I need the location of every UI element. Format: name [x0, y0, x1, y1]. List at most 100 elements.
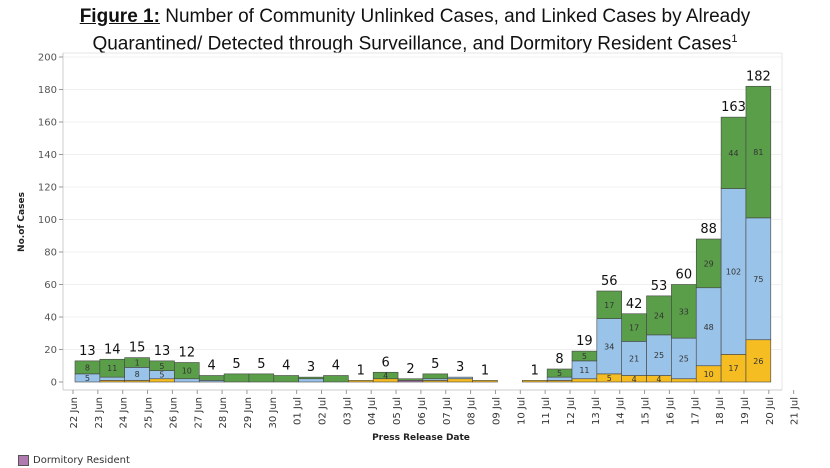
x-tick-label: 23 Jun [94, 397, 105, 429]
segment-label: 5 [85, 374, 90, 383]
y-tick-label: 160 [38, 118, 57, 129]
total-label: 5 [232, 357, 240, 372]
total-label: 3 [307, 360, 315, 375]
y-tick-label: 40 [44, 313, 57, 324]
segment-label: 34 [604, 342, 614, 351]
x-tick-label: 18 Jul [715, 397, 726, 425]
segment-label: 21 [629, 354, 639, 363]
x-tick-label: 06 Jul [417, 397, 428, 425]
segment-label: 17 [629, 324, 639, 333]
total-label: 88 [700, 222, 717, 237]
x-tick-label: 19 Jul [740, 397, 751, 425]
segment-label: 29 [704, 259, 714, 268]
total-label: 3 [456, 360, 464, 375]
total-label: 5 [257, 357, 265, 372]
segment-label: 5 [607, 374, 612, 383]
segment-label: 75 [753, 275, 763, 284]
x-tick-label: 22 Jun [69, 397, 80, 429]
total-label: 13 [79, 344, 96, 359]
segment-label: 5 [557, 369, 562, 378]
title-footnote-marker: 1 [731, 33, 738, 45]
title-line-1: Number of Community Unlinked Cases, and … [165, 6, 751, 27]
total-label: 15 [129, 341, 146, 356]
bar-segment [671, 284, 697, 339]
gridlines [63, 52, 783, 390]
total-label: 1 [481, 363, 489, 378]
bar-segment [621, 313, 647, 342]
legend-label-dormitory-resident: Dormitory Resident [33, 455, 130, 466]
bar-segment [447, 378, 473, 383]
total-label: 4 [208, 359, 216, 374]
x-tick-label: 29 Jun [243, 397, 254, 429]
y-tick-label: 200 [38, 53, 57, 64]
x-tick-label: 10 Jul [516, 397, 527, 425]
x-tick-label: 04 Jul [367, 397, 378, 425]
bar-segment [174, 362, 200, 380]
bar-segment [745, 85, 772, 219]
bar-segment [596, 290, 622, 319]
x-tick-label: 05 Jul [392, 397, 403, 425]
total-label: 56 [601, 274, 618, 289]
x-tick-label: 27 Jun [193, 397, 204, 429]
bar-segment [99, 376, 125, 381]
title-line-2: Quarantined/ Detected through Surveillan… [92, 33, 732, 55]
segment-label: 4 [383, 372, 388, 381]
x-tick-label: 20 Jul [765, 397, 776, 425]
segment-label: 26 [753, 357, 763, 366]
segment-label: 44 [728, 149, 738, 158]
x-tick-label: 25 Jun [144, 397, 155, 429]
total-label: 2 [406, 362, 414, 377]
x-tick-label: 13 Jul [591, 397, 602, 425]
segment-label: 4 [632, 375, 637, 384]
segment-label: 33 [679, 307, 689, 316]
total-label: 182 [746, 69, 771, 84]
bar-segment [571, 378, 598, 383]
segment-label: 5 [159, 362, 164, 371]
segment-label: 48 [704, 323, 714, 332]
segment-label: 25 [654, 351, 664, 360]
x-tick-label: 09 Jul [491, 397, 502, 425]
x-tick-label: 11 Jul [541, 397, 552, 425]
bar-segment [248, 373, 275, 383]
x-axis-title: Press Release Date [372, 433, 470, 443]
total-label: 4 [332, 359, 340, 374]
y-tick-label: 120 [38, 183, 57, 194]
y-tick-label: 0 [51, 378, 57, 389]
total-label: 8 [555, 352, 563, 367]
x-tick-label: 17 Jul [690, 397, 701, 425]
segment-label: 11 [579, 366, 589, 375]
x-tick-label: 21 Jul [790, 397, 801, 425]
bar-segment [671, 378, 697, 383]
x-tick-label: 24 Jun [119, 397, 130, 429]
x-tick-label: 14 Jul [616, 397, 627, 425]
x-tick-label: 12 Jul [566, 397, 577, 425]
segment-label: 102 [726, 268, 741, 277]
y-tick-label: 100 [38, 215, 57, 226]
segment-label: 5 [582, 352, 587, 361]
legend-swatch-dormitory-resident [18, 455, 29, 466]
total-label: 5 [431, 357, 439, 372]
total-label: 1 [357, 363, 365, 378]
bar-segment [273, 375, 299, 383]
segment-label: 8 [135, 370, 140, 379]
x-tick-label: 02 Jul [318, 397, 329, 425]
bar-segment [621, 341, 647, 376]
y-tick-label: 60 [44, 280, 57, 291]
figure-label: Figure 1: [79, 6, 160, 27]
segment-label: 81 [753, 148, 763, 157]
x-tick-label: 03 Jul [342, 397, 353, 425]
legend: Dormitory Resident [18, 455, 130, 466]
x-tick-label: 30 Jun [268, 397, 279, 429]
segment-label: 4 [656, 375, 661, 384]
y-axis: 0 20 40 60 80 100 120 140 160 180 200 [38, 53, 64, 390]
bar-segment [745, 217, 772, 341]
total-label: 42 [626, 297, 643, 312]
segment-label: 10 [182, 367, 192, 376]
x-tick-label: 07 Jul [442, 397, 453, 425]
bar-segment [372, 371, 399, 380]
bar-segment [298, 378, 324, 383]
y-tick-label: 80 [44, 248, 57, 259]
total-label: 19 [576, 334, 593, 349]
total-label: 1 [531, 363, 539, 378]
bar-segment [720, 354, 747, 383]
